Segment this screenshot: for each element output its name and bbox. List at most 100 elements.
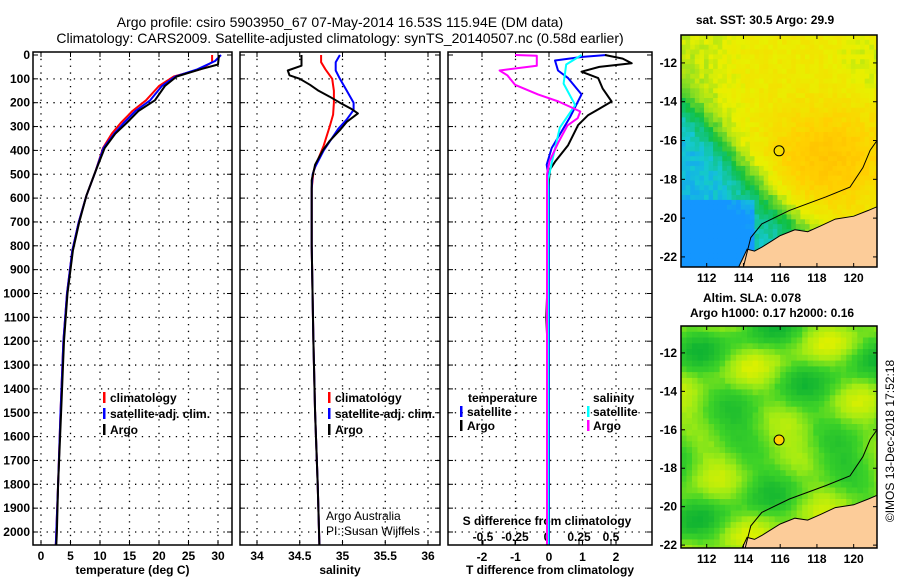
y-tick-label: -14 [660,384,678,398]
series-line-argo [286,55,359,545]
y-tick-label: -18 [660,172,678,186]
x-tick-label: -1 [510,550,521,564]
x-tick-label: 120 [844,552,864,566]
legend-swatch [460,420,463,431]
y-tick-label: 1300 [3,358,30,372]
series-line-climatology [54,55,214,545]
legend-label: satellite-adj. clim. [110,407,210,421]
x-tick-label: 112 [697,552,717,566]
x-axis-label: T difference from climatology [466,563,634,577]
y-tick-label: 1600 [3,430,30,444]
series-line-salinity-satellite [547,54,583,545]
x-tick-label: 36 [421,549,435,563]
legend-swatch [587,406,590,417]
argo-position-marker [773,145,785,157]
x2-tick-label: -0.25 [501,530,529,544]
x-tick-label: 120 [844,271,864,285]
y-tick-label: 800 [10,239,30,253]
x-tick-label: 116 [771,552,791,566]
y-tick-label: -20 [660,500,678,514]
map-frame [680,34,878,268]
temperature-panel: 0 5 10 15 20 25 30 temperature (deg C) climatolo… [32,51,233,577]
legend-swatch [460,406,463,417]
legend-label: Argo [593,419,621,433]
isobath-line [744,429,877,548]
x-tick-label: -2 [477,550,488,564]
legend-swatch [328,424,331,435]
x-tick-label: 15 [123,549,137,563]
y-tick-label: 100 [10,72,30,86]
land-area [738,206,877,267]
legend-header-salinity: salinity [593,391,635,405]
y-tick-label: -12 [660,346,678,360]
series-line-satellite-adj-clim- [54,54,222,545]
land-area [741,494,877,548]
legend-label: Argo [335,423,363,437]
y-tick-label: 1400 [3,382,30,396]
annotation-line1: Argo Australia [326,509,401,523]
y-tick-label: 700 [10,215,30,229]
x-tick-label: 10 [93,549,107,563]
legend-swatch [103,408,106,419]
x-tick-label: 5 [67,549,74,563]
salinity-panel: 34 34.5 35 35.5 36 salinity climatology satelli… [239,51,441,577]
y-tick-label: 1200 [3,334,30,348]
difference-panel: -2 -1 0 1 2-0.5 -0.25 0 0.25 0.5S difference fro… [447,51,653,577]
x-tick-label: 34.5 [288,549,312,563]
y-tick-label: 1500 [3,406,30,420]
y-tick-label: 2000 [3,525,30,539]
x-tick-label: 0 [38,549,45,563]
argo-position-marker [773,434,785,446]
map-frame [680,325,878,549]
legend-swatch [103,392,106,403]
legend-header-temperature: temperature [468,391,538,405]
x-tick-label: 30 [211,549,225,563]
map-subtitle: Argo h1000: 0.17 h2000: 0.16 [690,306,854,320]
axes-frame [32,51,233,546]
legend-swatch [587,420,590,431]
y-tick-label: 0 [23,48,30,62]
y-tick-label: 1700 [3,453,30,467]
x-tick-label: 114 [734,552,754,566]
x-tick-label: 34 [250,549,264,563]
axes-frame [239,51,441,546]
x-tick-label: 114 [734,271,754,285]
series-line-climatology [310,55,335,545]
legend-label: Argo [110,423,138,437]
y-tick-label: -12 [660,56,678,70]
x-tick-label: 118 [807,271,827,285]
x-axis-label: salinity [319,563,361,577]
legend-label: satellite [467,405,512,419]
legend-swatch [328,408,331,419]
x-tick-label: 20 [152,549,166,563]
y-tick-label: -16 [660,134,678,148]
y-tick-label: -20 [660,211,678,225]
legend-label: satellite [593,405,638,419]
legend-swatch [103,424,106,435]
x-axis-label: temperature (deg C) [75,563,189,577]
legend-label: Argo [467,419,495,433]
legend-swatch [328,392,331,403]
map-title: Altim. SLA: 0.078 [703,291,801,305]
y-tick-label: 600 [10,191,30,205]
legend-label: climatology [335,391,402,405]
x-tick-label: 35 [336,549,350,563]
y-tick-label: -22 [660,250,678,264]
figure-title-line1: Argo profile: csiro 5903950_67 07-May-20… [117,14,563,30]
x-tick-label: 112 [697,271,717,285]
y-tick-label: 1000 [3,287,30,301]
y-tick-label: -16 [660,423,678,437]
y-tick-label: -14 [660,95,678,109]
x-tick-label: 35.5 [374,549,398,563]
x-tick-label: 0 [546,550,553,564]
x-tick-label: 25 [182,549,196,563]
series-line-salinity-argo [498,54,582,545]
sla-map: 112 114 116 118 120 -12 -14 -16 -18 -20 -22 Altim. … [660,291,878,566]
x2-tick-label: -0.5 [473,530,494,544]
axes-frame [447,51,653,546]
x-tick-label: 118 [807,552,827,566]
y-tick-label: 1100 [4,310,30,324]
legend-label: satellite-adj. clim. [335,407,435,421]
y-tick-label: 200 [10,96,30,110]
